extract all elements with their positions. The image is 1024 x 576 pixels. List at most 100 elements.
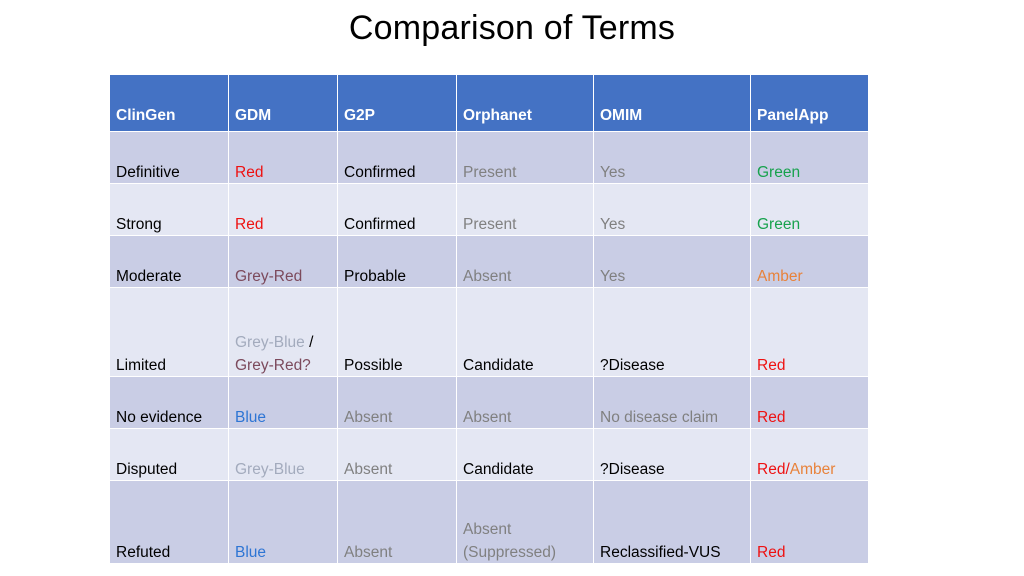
- table-row: Definitive Red Confirmed Present Yes Green: [109, 131, 869, 184]
- cell-line: Absent: [463, 519, 587, 540]
- cell-text: Confirmed: [344, 164, 416, 181]
- table-cell-clingen: Limited: [109, 287, 229, 377]
- table-cell-orphanet: Absent (Suppressed): [456, 480, 594, 564]
- cell-text: Grey-Red?: [235, 357, 311, 374]
- cell-text: Reclassified-VUS: [600, 544, 721, 561]
- cell-text: Green: [757, 164, 801, 181]
- cell-text: Red: [235, 164, 264, 181]
- cell-text: Blue: [235, 544, 267, 561]
- cell-text: Candidate: [463, 357, 534, 374]
- table-cell-clingen: Moderate: [109, 235, 229, 288]
- table-header-row: ClinGen GDM G2P Orphanet OMIM PanelApp: [109, 74, 869, 132]
- table-cell-omim: Yes: [593, 131, 751, 184]
- table-cell-orphanet: Present: [456, 131, 594, 184]
- cell-line: Grey-Red?: [235, 355, 331, 376]
- table-cell-omim: Yes: [593, 235, 751, 288]
- cell-text: Grey-Red: [235, 268, 303, 285]
- cell-text: Probable: [344, 268, 407, 285]
- table-cell-clingen: Definitive: [109, 131, 229, 184]
- table-cell-clingen: Refuted: [109, 480, 229, 564]
- cell-text: Present: [463, 164, 517, 181]
- cell-text: Yes: [600, 216, 626, 233]
- table-cell-orphanet: Absent: [456, 376, 594, 429]
- table-cell-gdm: Grey-Blue / Grey-Red?: [228, 287, 338, 377]
- column-header-clingen: ClinGen: [109, 74, 229, 132]
- table-row: Disputed Grey-Blue Absent Candidate ?Disease…: [109, 428, 869, 481]
- cell-text: Moderate: [116, 268, 182, 285]
- column-header-gdm: GDM: [228, 74, 338, 132]
- table-row: Moderate Grey-Red Probable Absent Yes Amber: [109, 235, 869, 288]
- cell-text: Possible: [344, 357, 403, 374]
- table-cell-clingen: Disputed: [109, 428, 229, 481]
- cell-text: No evidence: [116, 409, 203, 426]
- table-cell-panelapp: Red: [750, 480, 869, 564]
- cell-text: Yes: [600, 268, 626, 285]
- cell-text: Strong: [116, 216, 162, 233]
- table-cell-clingen: No evidence: [109, 376, 229, 429]
- table-cell-omim: No disease claim: [593, 376, 751, 429]
- cell-line: (Suppressed): [463, 542, 587, 563]
- table-cell-clingen: Strong: [109, 183, 229, 236]
- cell-text: Red: [757, 461, 786, 478]
- cell-text: Absent: [344, 409, 393, 426]
- table-cell-gdm: Grey-Red: [228, 235, 338, 288]
- cell-text: Refuted: [116, 544, 171, 561]
- table-row: No evidence Blue Absent Absent No disease cl…: [109, 376, 869, 429]
- cell-text: Green: [757, 216, 801, 233]
- column-header-omim: OMIM: [593, 74, 751, 132]
- cell-text: Disputed: [116, 461, 178, 478]
- cell-text: Amber: [757, 268, 803, 285]
- table-cell-g2p: Confirmed: [337, 131, 457, 184]
- table-cell-panelapp: Green: [750, 183, 869, 236]
- cell-text: /: [785, 461, 790, 478]
- cell-line: Grey-Blue /: [235, 332, 331, 353]
- cell-text: Grey-Blue: [235, 334, 310, 351]
- comparison-table-container: ClinGen GDM G2P Orphanet OMIM PanelApp Defini…: [109, 74, 869, 564]
- column-header-panelapp: PanelApp: [750, 74, 869, 132]
- page-title: Comparison of Terms: [348, 9, 676, 47]
- cell-text: Limited: [116, 357, 166, 374]
- cell-text: (Suppressed): [463, 544, 557, 561]
- cell-text: Absent: [344, 461, 393, 478]
- table-row: Refuted Blue Absent Absent (Suppressed) Recla…: [109, 480, 869, 564]
- table-row: Strong Red Confirmed Present Yes Green: [109, 183, 869, 236]
- table-cell-gdm: Grey-Blue: [228, 428, 338, 481]
- table-cell-g2p: Possible: [337, 287, 457, 377]
- cell-text: Present: [463, 216, 517, 233]
- cell-text: Absent: [463, 268, 512, 285]
- table-cell-gdm: Red: [228, 131, 338, 184]
- cell-text: Grey-Blue: [235, 461, 305, 478]
- table-body: Definitive Red Confirmed Present Yes Green Str…: [109, 131, 869, 564]
- table-row: Limited Grey-Blue / Grey-Red? Possible Candi…: [109, 287, 869, 377]
- cell-text: Candidate: [463, 461, 534, 478]
- cell-text: Amber: [789, 461, 836, 478]
- table-header: ClinGen GDM G2P Orphanet OMIM PanelApp: [109, 74, 869, 132]
- cell-text: /: [309, 334, 314, 351]
- table-cell-panelapp: Red: [750, 287, 869, 377]
- table-cell-panelapp: Green: [750, 131, 869, 184]
- table-cell-panelapp: Red/Amber: [750, 428, 869, 481]
- comparison-table: ClinGen GDM G2P Orphanet OMIM PanelApp Defini…: [109, 74, 869, 564]
- cell-text: Red: [757, 357, 786, 374]
- cell-text: No disease claim: [600, 409, 719, 426]
- table-cell-panelapp: Amber: [750, 235, 869, 288]
- table-cell-gdm: Blue: [228, 376, 338, 429]
- table-cell-omim: ?Disease: [593, 428, 751, 481]
- cell-text: Confirmed: [344, 216, 416, 233]
- cell-text: Definitive: [116, 164, 180, 181]
- table-cell-g2p: Absent: [337, 376, 457, 429]
- cell-text: Yes: [600, 164, 626, 181]
- table-cell-orphanet: Candidate: [456, 287, 594, 377]
- cell-text: Red: [235, 216, 264, 233]
- cell-text: Absent: [463, 409, 512, 426]
- cell-text: Red: [757, 409, 786, 426]
- cell-text: Red: [757, 544, 786, 561]
- column-header-orphanet: Orphanet: [456, 74, 594, 132]
- table-cell-omim: Reclassified-VUS: [593, 480, 751, 564]
- table-cell-orphanet: Candidate: [456, 428, 594, 481]
- table-cell-g2p: Absent: [337, 428, 457, 481]
- table-cell-g2p: Confirmed: [337, 183, 457, 236]
- table-cell-omim: Yes: [593, 183, 751, 236]
- table-cell-g2p: Absent: [337, 480, 457, 564]
